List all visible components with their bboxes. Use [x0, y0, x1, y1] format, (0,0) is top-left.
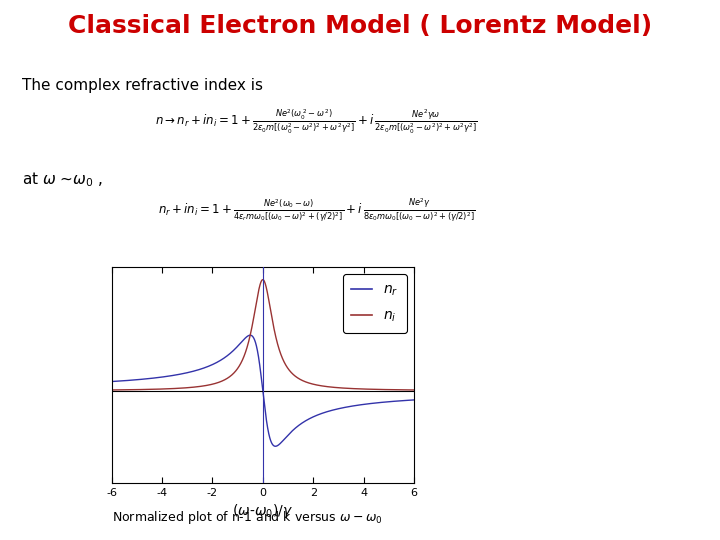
Text: Classical Electron Model ( Lorentz Model): Classical Electron Model ( Lorentz Model…	[68, 14, 652, 37]
X-axis label: $(\omega$-$\omega_0)/\gamma$: $(\omega$-$\omega_0)/\gamma$	[233, 502, 293, 521]
Text: Normalized plot of n-1 and k versus $\omega-\omega_0$: Normalized plot of n-1 and k versus $\om…	[112, 510, 382, 526]
Text: $n \rightarrow n_r + in_i = 1 + \frac{Ne^2(\omega_0^{\,2} - \omega^{\,2})}{2\var: $n \rightarrow n_r + in_i = 1 + \frac{Ne…	[156, 108, 478, 136]
Text: $n_r + in_i = 1 + \frac{Ne^2(\omega_0 - \omega)}{4\varepsilon_r m\omega_0[(\omeg: $n_r + in_i = 1 + \frac{Ne^2(\omega_0 - …	[158, 197, 475, 225]
Legend: $n_r$, $n_i$: $n_r$, $n_i$	[343, 274, 407, 333]
Text: The complex refractive index is: The complex refractive index is	[22, 78, 263, 93]
Text: at $\omega$ ~$\omega_0$ ,: at $\omega$ ~$\omega_0$ ,	[22, 170, 102, 189]
